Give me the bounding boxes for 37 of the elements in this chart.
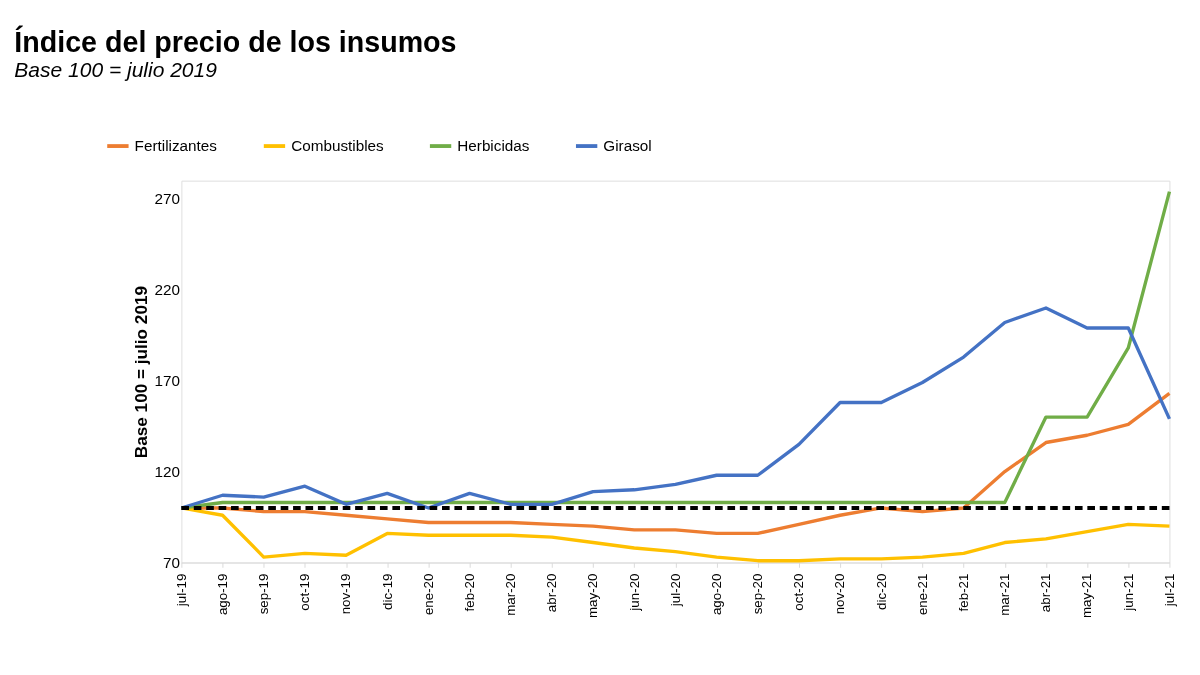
legend-label: Combustibles bbox=[291, 136, 385, 154]
y-tick-label: 170 bbox=[154, 371, 180, 389]
x-tick-label: jul-19 bbox=[173, 573, 189, 608]
x-tick-label: sep-19 bbox=[256, 573, 272, 615]
x-tick-label: ene-20 bbox=[420, 573, 436, 616]
x-tick-label: jun-21 bbox=[1120, 573, 1136, 612]
x-tick-label: oct-19 bbox=[297, 573, 313, 611]
x-tick-label: jul-20 bbox=[667, 573, 683, 608]
x-tick-label: mar-20 bbox=[503, 573, 519, 616]
legend-label: Herbicidas bbox=[457, 136, 530, 154]
y-tick-label: 270 bbox=[154, 190, 180, 208]
y-tick-label: 220 bbox=[154, 281, 180, 299]
y-axis-title: Base 100 = julio 2019 bbox=[130, 285, 151, 459]
x-tick-label: ago-19 bbox=[214, 573, 230, 616]
x-tick-label: may-21 bbox=[1079, 573, 1095, 619]
legend-label: Fertilizantes bbox=[134, 136, 218, 154]
x-tick-label: dic-19 bbox=[379, 573, 395, 610]
x-tick-label: dic-20 bbox=[873, 573, 889, 610]
y-tick-label: 120 bbox=[154, 462, 180, 480]
x-tick-label: jun-20 bbox=[626, 573, 642, 612]
x-tick-label: jul-21 bbox=[1161, 573, 1177, 608]
x-tick-label: abr-20 bbox=[544, 573, 560, 613]
x-tick-label: feb-21 bbox=[955, 573, 971, 612]
x-tick-label: abr-21 bbox=[1038, 573, 1054, 613]
x-tick-label: ene-21 bbox=[914, 573, 930, 616]
x-tick-label: feb-20 bbox=[461, 573, 477, 612]
x-tick-label: mar-21 bbox=[997, 573, 1013, 616]
x-tick-label: nov-19 bbox=[338, 573, 354, 615]
x-tick-label: sep-20 bbox=[750, 573, 766, 615]
x-tick-label: nov-20 bbox=[832, 573, 848, 615]
chart-subtitle: Base 100 = julio 2019 bbox=[14, 57, 218, 81]
y-tick-label: 70 bbox=[162, 553, 180, 571]
x-tick-label: may-20 bbox=[585, 573, 601, 619]
chart-title: Índice del precio de los insumos bbox=[14, 24, 457, 58]
x-tick-label: oct-20 bbox=[791, 573, 807, 611]
legend-label: Girasol bbox=[603, 136, 652, 154]
x-tick-label: ago-20 bbox=[708, 573, 724, 616]
